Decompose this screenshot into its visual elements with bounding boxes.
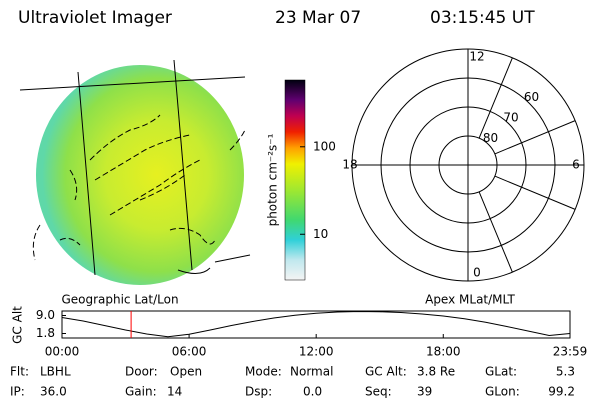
x-tick-label: 18:00 <box>426 345 461 359</box>
date: 23 Mar 07 <box>275 8 361 28</box>
polar-diagonal <box>478 191 513 273</box>
y-tick-label: 9.0 <box>36 308 55 322</box>
plot-frame <box>61 310 571 339</box>
info-value: Normal <box>290 365 333 379</box>
map-label: Geographic Lat/Lon <box>61 293 178 307</box>
mlt-label: 18 <box>342 158 357 172</box>
mlt-label: 12 <box>469 50 484 64</box>
info-value: LBHL <box>40 365 71 379</box>
lat-label: 80 <box>483 131 498 145</box>
info-value: 99.2 <box>548 385 575 399</box>
colorbar <box>284 79 306 281</box>
info-value: 0.0 <box>303 385 322 399</box>
colorbar-label: photon cm⁻²s⁻¹ <box>266 133 280 226</box>
info-label: Flt: <box>10 365 29 379</box>
polar-label: Apex MLat/MLT <box>425 293 515 307</box>
info-label: GLon: <box>485 385 520 399</box>
altitude-line <box>61 310 571 338</box>
info-label: Door: <box>125 365 158 379</box>
info-value: 14 <box>167 385 182 399</box>
x-tick-label: 23:59 <box>553 345 588 359</box>
coastlines <box>32 114 246 261</box>
map-image <box>19 59 251 285</box>
x-tick-label: 12:00 <box>299 345 334 359</box>
info-label: Mode: <box>245 365 282 379</box>
mlt-label: 0 <box>473 266 481 280</box>
info-value: 36.0 <box>40 385 67 399</box>
info-value: 5.3 <box>556 365 575 379</box>
info-label: GLat: <box>485 365 517 379</box>
info-value: Open <box>170 365 202 379</box>
info-value: 39 <box>417 385 432 399</box>
info-label: Seq: <box>365 385 392 399</box>
info-label: Gain: <box>125 385 157 399</box>
title: Ultraviolet Imager <box>18 8 172 28</box>
x-tick-label: 06:00 <box>172 345 207 359</box>
lat-label: 70 <box>503 110 518 124</box>
polar-diagonal <box>494 120 576 155</box>
colorbar-tick-label: 100 <box>313 139 336 153</box>
info-value: 3.8 Re <box>417 365 455 379</box>
uv-disk <box>36 65 244 285</box>
info-label: Dsp: <box>245 385 272 399</box>
polar-diagonal <box>478 57 513 139</box>
mlt-label: 6 <box>572 158 580 172</box>
x-tick-label: 00:00 <box>45 345 80 359</box>
colorbar-tick-label: 10 <box>313 227 328 241</box>
lat-label: 60 <box>524 90 539 104</box>
y-axis-label: GC Alt <box>11 306 25 344</box>
polar-diagonal <box>494 175 576 210</box>
y-tick-label: 1.8 <box>36 326 55 340</box>
info-label: GC Alt: <box>365 365 407 379</box>
info-label: IP: <box>10 385 25 399</box>
map-grid <box>19 59 251 276</box>
time: 03:15:45 UT <box>430 8 535 28</box>
